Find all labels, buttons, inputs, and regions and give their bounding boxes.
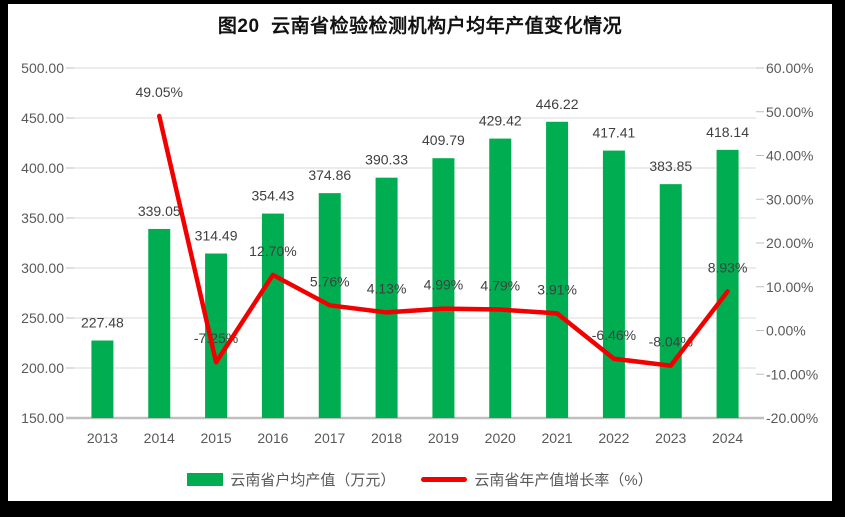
bar-series-swatch-icon	[187, 472, 224, 486]
line-value-label: 4.13%	[367, 280, 407, 296]
bar-2014	[148, 228, 171, 418]
left-axis-tick-label: 450.00	[21, 110, 64, 126]
left-axis-tick-label: 250.00	[21, 310, 64, 326]
bar-2024	[716, 149, 739, 419]
bar-2020	[489, 138, 512, 418]
bar-2015	[205, 253, 228, 418]
bar-value-label: 383.85	[649, 158, 692, 174]
x-axis-category-label: 2024	[712, 430, 743, 446]
growth-rate-line	[157, 113, 730, 368]
x-axis-category-label: 2020	[485, 430, 516, 446]
x-axis-category-label: 2022	[598, 430, 629, 446]
bar-2019	[432, 158, 455, 418]
line-value-label: -8.04%	[649, 334, 693, 350]
right-axis-tick-label: -20.00%	[766, 410, 818, 426]
x-axis-category-label: 2019	[428, 430, 459, 446]
bar-value-label: 339.05	[138, 203, 181, 219]
chart-title: 图20 云南省检验检测机构户均年产值变化情况	[217, 16, 623, 37]
x-axis-category-label: 2016	[257, 430, 288, 446]
line-value-label: 4.79%	[480, 278, 520, 294]
right-axis-tick-label: 50.00%	[766, 104, 813, 120]
bar-2013	[91, 340, 114, 418]
right-axis-tick-label: 60.00%	[766, 60, 813, 76]
bar-2016	[261, 213, 284, 418]
line-value-label: 12.70%	[249, 243, 296, 259]
legend-item-bar-series: 云南省户均产值（万元）	[187, 469, 395, 490]
x-axis-category-label: 2014	[144, 430, 175, 446]
bar-2022	[602, 150, 625, 418]
bar-2023	[659, 184, 682, 418]
bar-value-label: 418.14	[706, 124, 749, 140]
x-axis-category-label: 2018	[371, 430, 402, 446]
bar-value-label: 417.41	[593, 125, 636, 141]
bar-2021	[546, 121, 569, 418]
legend-label-line-series: 云南省年产值增长率（%）	[474, 471, 653, 489]
bar-value-label: 429.42	[479, 113, 522, 129]
line-value-label: 8.93%	[708, 259, 748, 275]
left-axis-tick-label: 350.00	[21, 210, 64, 226]
line-series-swatch-icon	[421, 476, 468, 482]
x-axis-category-label: 2021	[542, 430, 573, 446]
x-axis-category-label: 2023	[655, 430, 686, 446]
x-axis-category-label: 2013	[87, 430, 118, 446]
right-axis-tick-label: -10.00%	[766, 366, 818, 382]
bar-value-label: 354.43	[252, 188, 295, 204]
right-axis-tick-label: 40.00%	[766, 148, 813, 164]
left-axis-tick-label: 400.00	[21, 160, 64, 176]
line-value-label: -6.46%	[592, 327, 636, 343]
bar-2018	[375, 177, 398, 418]
bar-value-label: 446.22	[536, 96, 579, 112]
bar-value-label: 374.86	[308, 167, 351, 183]
legend-item-line-series: 云南省年产值增长率（%）	[421, 469, 653, 490]
right-axis-tick-label: 30.00%	[766, 191, 813, 207]
bar-value-label: 314.49	[195, 228, 238, 244]
left-axis-tick-label: 500.00	[21, 60, 64, 76]
right-axis-tick-label: 0.00%	[766, 323, 806, 339]
bar-value-label: 390.33	[365, 152, 408, 168]
legend-label-bar-series: 云南省户均产值（万元）	[230, 471, 396, 489]
left-axis-tick-label: 200.00	[21, 360, 64, 376]
x-axis-category-label: 2015	[201, 430, 232, 446]
left-axis-tick-label: 150.00	[21, 410, 64, 426]
right-axis-tick-label: 20.00%	[766, 235, 813, 251]
line-value-label: 3.91%	[537, 281, 577, 297]
line-value-label: 4.99%	[424, 277, 464, 293]
line-value-label: 49.05%	[136, 84, 183, 100]
bar-value-label: 227.48	[81, 315, 124, 331]
left-axis-tick-label: 300.00	[21, 260, 64, 276]
legend: 云南省户均产值（万元） 云南省年产值增长率（%）	[8, 465, 832, 493]
bar-value-label: 409.79	[422, 132, 465, 148]
right-axis-tick-label: 10.00%	[766, 279, 813, 295]
x-axis-category-label: 2017	[314, 430, 345, 446]
line-value-label: 5.76%	[310, 273, 350, 289]
